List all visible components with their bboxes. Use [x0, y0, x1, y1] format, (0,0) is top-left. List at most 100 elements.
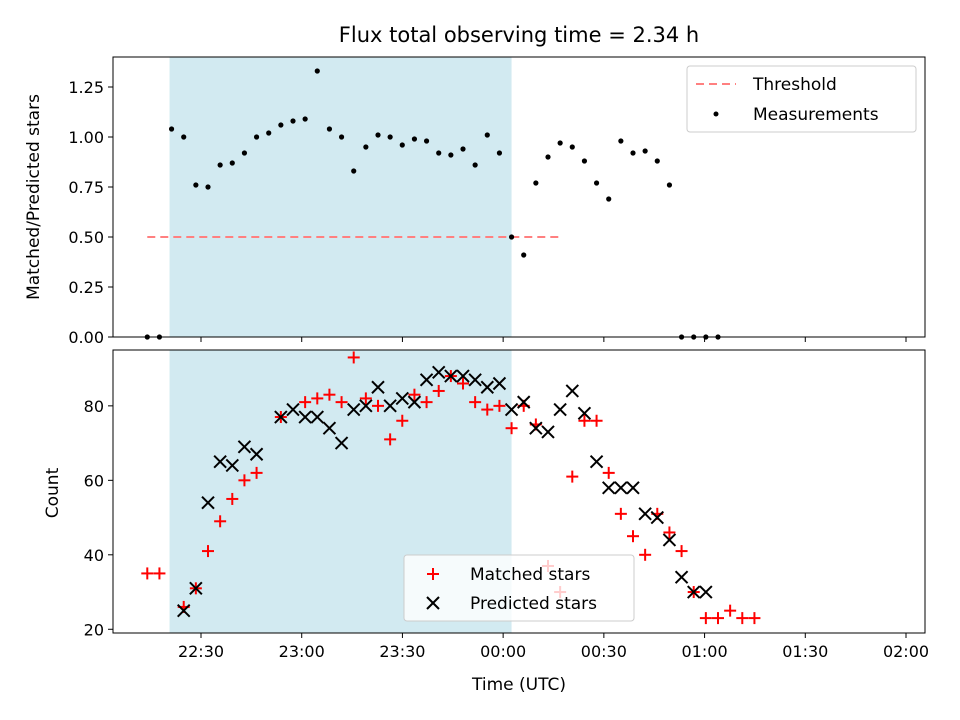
top-yticks: 0.00 0.25 0.50 0.75 1.00 1.25: [68, 78, 113, 347]
top-xticks: [200, 337, 907, 342]
top-panel-frame: [112, 56, 926, 338]
top-legend-box: [686, 65, 917, 133]
measurement-point: [266, 130, 272, 136]
measurement-point: [290, 118, 296, 124]
measurement-point: [168, 126, 175, 132]
x-tick-label: 23:00: [279, 642, 325, 661]
predicted-star-point: [662, 533, 677, 547]
measurement-point: [484, 132, 490, 138]
predicted-star-point: [322, 421, 337, 435]
predicted-star-point: [177, 603, 191, 618]
measurement-point: [618, 138, 624, 144]
predicted-star-point: [201, 495, 215, 510]
matched-star-point: [250, 466, 263, 479]
matched-star-point: [359, 392, 372, 405]
x-tick-label: 00:00: [480, 642, 526, 661]
matched-star-point: [469, 396, 482, 409]
matched-star-point: [578, 414, 591, 427]
predicted-star-point: [577, 406, 592, 421]
y-tick-label: 80: [84, 397, 104, 416]
y-tick-label: 60: [84, 471, 104, 490]
predicted-star-point: [383, 399, 397, 413]
measurement-point: [181, 134, 187, 140]
predicted-star-point: [347, 402, 361, 417]
predicted-star-point: [541, 425, 555, 439]
matched-star-point: [505, 422, 518, 435]
matched-star-point: [590, 414, 603, 427]
predicted-star-point: [249, 447, 264, 461]
matched-star-point: [724, 604, 737, 617]
x-tick-label: 01:30: [782, 642, 828, 661]
top-panel: 0.00 0.25 0.50 0.75 1.00 1.25 Matched/Predict…: [24, 56, 926, 347]
measurements-series: [144, 68, 721, 340]
bottom-xticks: 22:30 23:00 23:30 00:00 00:30 01:00 01:30 02:00: [178, 633, 929, 661]
measurement-point: [229, 160, 235, 166]
bottom-panel: 20 40 60 80 22:30 23:00 23:30 00:00 00:30 01:00 0…: [43, 349, 929, 695]
measurement-point: [569, 144, 575, 150]
predicted-star-point: [638, 507, 652, 521]
predicted-star-point: [213, 455, 227, 469]
predicted-star-point: [565, 384, 579, 398]
predicted-star-point: [650, 510, 664, 525]
measurement-point: [326, 126, 333, 132]
y-tick-label: 0.00: [68, 328, 104, 347]
measurement-point: [448, 152, 454, 158]
measurement-point: [278, 122, 284, 128]
matched-star-point: [408, 388, 421, 401]
measurement-point: [654, 158, 660, 164]
measurement-point: [399, 142, 405, 148]
matched-star-point: [372, 399, 384, 412]
legend-matched-label: Matched stars: [470, 565, 590, 585]
measurement-point: [253, 134, 260, 140]
measurement-point: [302, 116, 308, 122]
chart-title: Flux total observing time = 2.34 h: [339, 23, 699, 47]
measurement-point: [436, 150, 442, 156]
measurement-point: [423, 138, 430, 144]
y-tick-label: 0.75: [68, 178, 104, 197]
matched-star-point: [493, 399, 506, 412]
predicted-star-point: [310, 410, 324, 424]
measurement-point: [472, 162, 478, 168]
measurement-point: [193, 182, 199, 188]
predicted-star-point: [237, 440, 252, 454]
measurement-point: [508, 234, 515, 240]
predicted-star-point: [334, 436, 349, 450]
matched-star-point: [335, 396, 348, 409]
top-legend: Threshold Measurements: [686, 65, 917, 133]
matched-star-point: [214, 515, 227, 528]
x-tick-label: 00:30: [581, 642, 627, 661]
predicted-star-point: [492, 376, 507, 391]
predicted-star-point: [298, 410, 312, 424]
legend-measurements-swatch: [713, 111, 719, 117]
matched-star-point: [420, 396, 433, 409]
x-tick-label: 23:30: [379, 642, 425, 661]
measurement-point: [363, 144, 369, 150]
measurement-point: [581, 158, 588, 164]
matched-star-point: [299, 396, 312, 409]
matched-star-point: [457, 377, 469, 390]
predicted-star-point: [274, 410, 288, 424]
legend-predicted-label: Predicted stars: [470, 594, 597, 614]
predicted-star-point: [468, 373, 482, 387]
matched-star-point: [396, 414, 409, 427]
measurement-point: [496, 150, 503, 156]
x-axis-label: Time (UTC): [471, 675, 566, 695]
matched-star-point: [566, 470, 579, 483]
predicted-star-point: [395, 391, 409, 406]
measurement-point: [606, 196, 612, 202]
predicted-star-point: [504, 402, 519, 417]
y-tick-label: 40: [84, 546, 104, 565]
x-tick-label: 02:00: [883, 642, 929, 661]
predicted-star-point: [589, 455, 604, 469]
matched-star-point: [347, 351, 360, 364]
predicted-star-point: [699, 585, 713, 599]
measurement-point: [460, 146, 466, 152]
y-tick-label: 1.25: [68, 78, 104, 97]
bottom-y-axis-label: Count: [43, 467, 63, 518]
measurement-point: [533, 180, 539, 186]
matched-star-point: [323, 388, 336, 401]
predicted-star-point: [225, 458, 239, 473]
legend-matched-swatch: [427, 568, 439, 580]
measurement-point: [411, 136, 418, 142]
